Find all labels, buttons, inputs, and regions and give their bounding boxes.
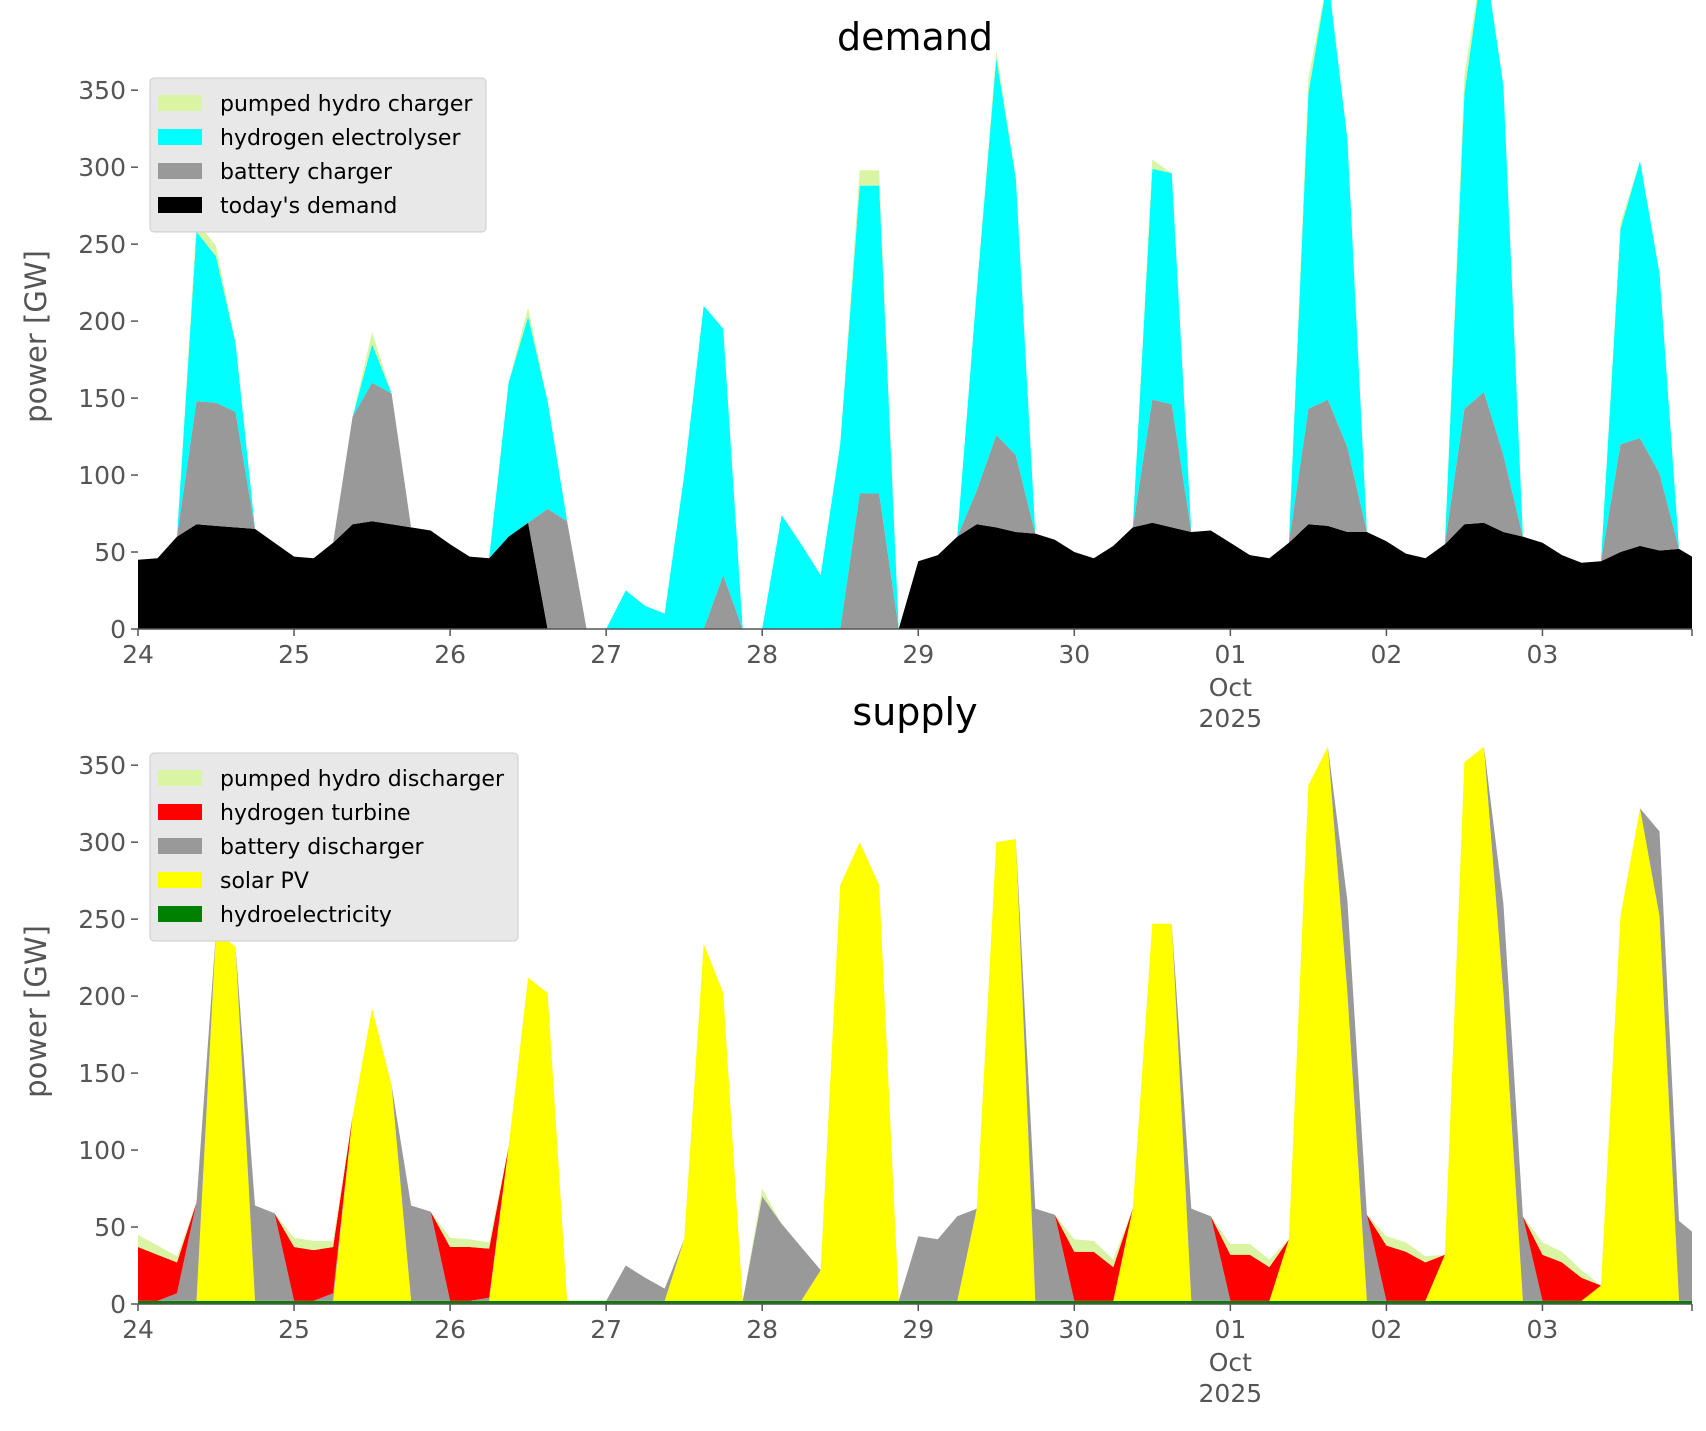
x-tick-label: 03 xyxy=(1527,1315,1559,1344)
legend-swatch xyxy=(158,197,202,213)
legend-box xyxy=(149,77,487,233)
x-tick-label: 26 xyxy=(434,1315,466,1344)
x-tick-label: 27 xyxy=(590,640,622,669)
x-tick-label: 26 xyxy=(434,640,466,669)
x-tick-label: 29 xyxy=(902,1315,934,1344)
x-tick-label: 29 xyxy=(902,640,934,669)
legend-label: battery discharger xyxy=(220,835,425,860)
chart-title: supply xyxy=(852,690,977,734)
y-tick-label: 300 xyxy=(78,828,126,857)
legend-entry-battery-discharger: battery discharger xyxy=(158,835,425,860)
x-tick-label: 03 xyxy=(1527,640,1559,669)
legend-swatch xyxy=(158,838,202,854)
legend-entry-pumped-hydro-charger: pumped hydro charger xyxy=(158,92,473,117)
x-tick-label: 02 xyxy=(1370,640,1402,669)
x-secondary-label: 2025 xyxy=(1199,704,1263,733)
y-tick-label: 150 xyxy=(78,1059,126,1088)
legend: pumped hydro charger hydrogen electrolyse… xyxy=(149,77,487,233)
x-tick-label: 30 xyxy=(1058,1315,1090,1344)
y-axis-label: power [GW] xyxy=(19,250,53,423)
y-tick-label: 0 xyxy=(110,615,126,644)
legend-swatch xyxy=(158,163,202,179)
y-tick-label: 350 xyxy=(78,751,126,780)
x-secondary-label: Oct xyxy=(1209,673,1252,702)
area-today-s-demand xyxy=(138,521,1692,629)
y-tick-label: 0 xyxy=(110,1290,126,1319)
x-tick-label: 24 xyxy=(122,640,154,669)
legend-label: solar PV xyxy=(220,869,309,894)
demand-panel: demand 0 50 100 150 200 250 300 350 24 25 26 27 28 29 3… xyxy=(19,0,1693,733)
legend-label: hydrogen turbine xyxy=(220,801,411,826)
legend-label: hydrogen electrolyser xyxy=(220,126,461,151)
y-tick-label: 200 xyxy=(78,982,126,1011)
legend-entry-battery-charger: battery charger xyxy=(158,160,393,185)
legend-label: pumped hydro charger xyxy=(220,92,473,117)
y-tick-label: 350 xyxy=(78,76,126,105)
y-tick-label: 50 xyxy=(94,1213,126,1242)
legend-label: battery charger xyxy=(220,160,393,185)
legend-entry-solar-pv: solar PV xyxy=(158,869,309,894)
x-tick-label: 28 xyxy=(746,1315,778,1344)
x-secondary-label: Oct xyxy=(1209,1348,1252,1377)
x-tick-label: 25 xyxy=(278,640,310,669)
y-tick-label: 50 xyxy=(94,538,126,567)
x-tick-label: 01 xyxy=(1214,640,1246,669)
x-secondary-label: 2025 xyxy=(1199,1379,1263,1408)
x-tick-label: 27 xyxy=(590,1315,622,1344)
legend-swatch xyxy=(158,129,202,145)
y-tick-label: 200 xyxy=(78,307,126,336)
x-tick-label: 25 xyxy=(278,1315,310,1344)
chart-title: demand xyxy=(837,15,993,59)
x-tick-label: 28 xyxy=(746,640,778,669)
area-pumped-hydro-discharger xyxy=(138,746,1692,1301)
legend-entry-hydroelectricity: hydroelectricity xyxy=(158,903,392,928)
legend-label: hydroelectricity xyxy=(220,903,392,928)
legend-swatch xyxy=(158,95,202,111)
legend-box xyxy=(149,752,519,942)
supply-panel: supply 0 50 100 150 200 250 300 350 24 25 26 27 28 29 3… xyxy=(19,690,1693,1408)
legend-entry-hydrogen-electrolyser: hydrogen electrolyser xyxy=(158,126,461,151)
legend-entry-hydrogen-turbine: hydrogen turbine xyxy=(158,801,411,826)
y-axis-label: power [GW] xyxy=(19,925,53,1098)
area-hydrogen-turbine xyxy=(138,746,1692,1301)
area-hydroelectricity xyxy=(138,1300,1692,1304)
legend-swatch xyxy=(158,804,202,820)
y-tick-label: 100 xyxy=(78,461,126,490)
x-tick-label: 01 xyxy=(1214,1315,1246,1344)
legend-label: pumped hydro discharger xyxy=(220,767,505,792)
y-tick-label: 300 xyxy=(78,153,126,182)
x-tick-label: 30 xyxy=(1058,640,1090,669)
area-hydrogen-electrolyser xyxy=(138,0,1692,629)
legend-entry-pumped-hydro-discharger: pumped hydro discharger xyxy=(158,767,505,792)
legend-swatch xyxy=(158,770,202,786)
legend: pumped hydro discharger hydrogen turbine b… xyxy=(149,752,519,942)
legend-label: today's demand xyxy=(220,194,397,219)
legend-entry-today-s-demand: today's demand xyxy=(158,194,397,219)
y-tick-label: 250 xyxy=(78,230,126,259)
area-solar-pv xyxy=(138,746,1692,1301)
y-tick-label: 100 xyxy=(78,1136,126,1165)
y-tick-label: 150 xyxy=(78,384,126,413)
legend-swatch xyxy=(158,906,202,922)
x-tick-label: 02 xyxy=(1370,1315,1402,1344)
x-tick-label: 24 xyxy=(122,1315,154,1344)
y-tick-label: 250 xyxy=(78,905,126,934)
legend-swatch xyxy=(158,872,202,888)
area-battery-charger xyxy=(138,382,1692,629)
